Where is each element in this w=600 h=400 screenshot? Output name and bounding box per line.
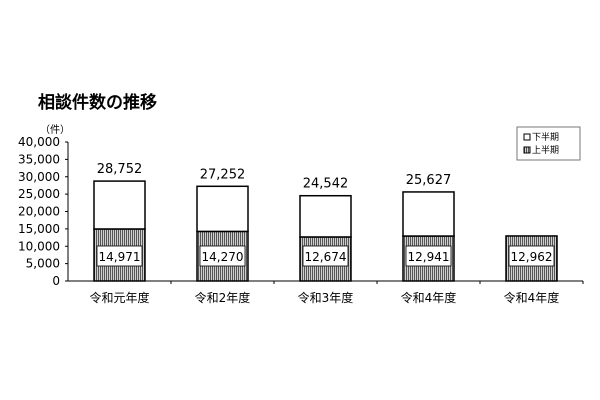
data-label-box bbox=[199, 245, 246, 267]
legend-label-first-half: 上半期 bbox=[532, 144, 559, 156]
data-label-first-half: 12,674 bbox=[305, 250, 347, 264]
legend-swatch-second-half bbox=[523, 133, 531, 141]
y-tick-label: 25,000 bbox=[18, 187, 60, 201]
data-label-first-half: 12,962 bbox=[511, 250, 553, 264]
data-label-total: 27,252 bbox=[200, 167, 246, 182]
bar-second-half bbox=[93, 180, 146, 230]
x-tick-label: 令和元年度 bbox=[89, 290, 149, 305]
data-label-total: 24,542 bbox=[303, 177, 349, 192]
data-label-box bbox=[508, 245, 555, 267]
legend-swatch-first-half bbox=[523, 146, 531, 154]
data-label-box bbox=[96, 245, 143, 267]
data-label-first-half: 14,971 bbox=[99, 250, 141, 264]
x-tick-label: 令和2年度 bbox=[195, 290, 251, 305]
bar-second-half bbox=[402, 191, 455, 237]
y-tick-label: 15,000 bbox=[18, 222, 60, 236]
bar-second-half bbox=[299, 194, 352, 238]
data-label-total: 25,627 bbox=[406, 173, 452, 188]
y-tick-label: 5,000 bbox=[26, 257, 60, 271]
legend-label-second-half: 下半期 bbox=[532, 131, 559, 143]
data-label-first-half: 12,941 bbox=[408, 250, 450, 264]
y-tick-label: 30,000 bbox=[18, 170, 60, 184]
x-tick-label: 令和4年度 bbox=[401, 290, 457, 305]
data-label-first-half: 14,270 bbox=[202, 250, 244, 264]
y-axis-label: （件） bbox=[40, 124, 70, 136]
data-label-box bbox=[405, 245, 452, 267]
x-tick-label: 令和4年度 bbox=[504, 290, 560, 305]
y-tick-label: 20,000 bbox=[18, 205, 60, 219]
x-tick-label: 令和3年度 bbox=[298, 290, 354, 305]
bar-second-half bbox=[196, 185, 249, 233]
y-tick-label: 10,000 bbox=[18, 239, 60, 253]
legend: 下半期 上半期 bbox=[516, 126, 581, 161]
y-tick-label: 35,000 bbox=[18, 152, 60, 166]
data-label-box bbox=[302, 245, 349, 267]
data-label-total: 28,752 bbox=[97, 162, 143, 177]
y-tick-label: 40,000 bbox=[18, 135, 60, 149]
y-tick-label: 0 bbox=[52, 274, 60, 288]
chart-title: 相談件数の推移 bbox=[38, 92, 157, 113]
